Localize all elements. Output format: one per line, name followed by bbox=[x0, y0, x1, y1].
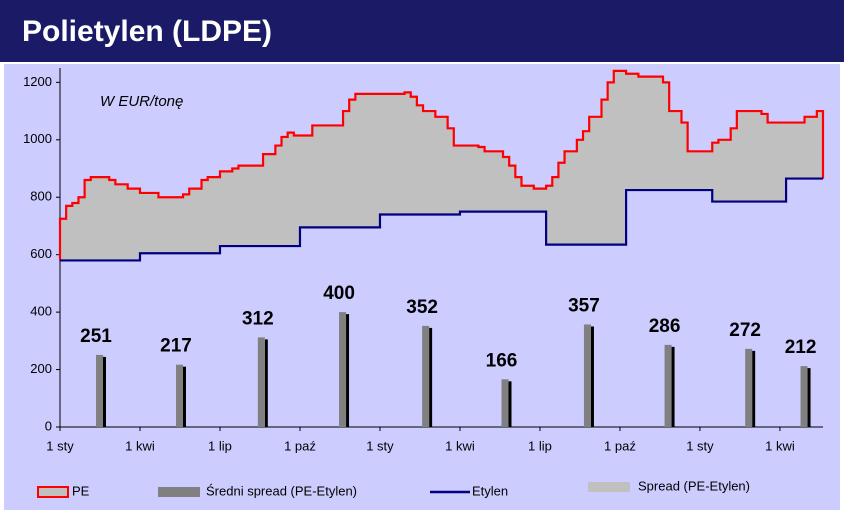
bar-shadow bbox=[429, 327, 433, 427]
bar-label: 272 bbox=[729, 320, 761, 341]
legend-label: PE bbox=[72, 483, 90, 498]
chart-title: Polietylen (LDPE) bbox=[22, 15, 272, 48]
bar bbox=[664, 344, 672, 427]
bar bbox=[95, 354, 103, 427]
x-tick-label: 1 kwi bbox=[445, 438, 475, 453]
bar-label: 217 bbox=[160, 336, 192, 357]
bar-shadow bbox=[346, 314, 350, 427]
y-tick-label: 800 bbox=[30, 189, 52, 204]
spread-area bbox=[60, 70, 823, 261]
bar-shadow bbox=[671, 346, 675, 427]
bar-shadow bbox=[182, 366, 186, 427]
bar-shadow bbox=[264, 339, 268, 427]
bar bbox=[800, 366, 808, 427]
x-tick-label: 1 kwi bbox=[125, 438, 155, 453]
bar-label: 212 bbox=[785, 337, 817, 358]
bar-shadow bbox=[590, 326, 594, 427]
bar-label: 286 bbox=[649, 316, 681, 337]
x-tick-label: 1 paź bbox=[284, 438, 316, 453]
bar bbox=[257, 337, 265, 427]
bar-label: 166 bbox=[486, 350, 518, 371]
annotation: W EUR/tonę bbox=[100, 93, 183, 110]
bar bbox=[745, 348, 753, 427]
x-tick-label: 1 kwi bbox=[765, 438, 795, 453]
bar-label: 357 bbox=[568, 295, 600, 316]
bar-label: 352 bbox=[406, 297, 438, 318]
bar-shadow bbox=[752, 350, 756, 427]
x-tick-label: 1 paź bbox=[604, 438, 636, 453]
legend-label: Etylen bbox=[472, 483, 508, 498]
x-tick-label: 1 sty bbox=[366, 438, 394, 453]
y-tick-label: 1000 bbox=[23, 131, 52, 146]
title-bar bbox=[0, 0, 844, 62]
y-tick-label: 600 bbox=[30, 246, 52, 261]
x-tick-label: 1 sty bbox=[46, 438, 74, 453]
bar bbox=[339, 312, 347, 427]
legend-label: Spread (PE-Etylen) bbox=[638, 478, 750, 493]
bar-label: 400 bbox=[323, 283, 355, 304]
legend-swatch bbox=[37, 486, 69, 498]
y-tick-label: 400 bbox=[30, 304, 52, 319]
bar bbox=[583, 324, 591, 427]
bar bbox=[175, 364, 183, 427]
bar-label: 251 bbox=[80, 326, 112, 347]
bar bbox=[422, 325, 430, 427]
legend-label: Średni spread (PE-Etylen) bbox=[206, 483, 357, 498]
x-tick-label: 1 lip bbox=[528, 438, 552, 453]
x-tick-label: 1 lip bbox=[208, 438, 232, 453]
y-tick-label: 1200 bbox=[23, 74, 52, 89]
legend-swatch bbox=[588, 482, 630, 492]
legend-swatch bbox=[158, 487, 200, 497]
bar-shadow bbox=[508, 381, 512, 427]
bar-shadow bbox=[102, 356, 106, 427]
bar-shadow bbox=[807, 368, 811, 427]
bar-label: 312 bbox=[242, 308, 274, 329]
x-tick-label: 1 sty bbox=[686, 438, 714, 453]
y-tick-label: 200 bbox=[30, 361, 52, 376]
bar bbox=[501, 379, 509, 427]
line-0 bbox=[58, 69, 825, 261]
y-tick-label: 0 bbox=[45, 418, 52, 433]
line-1 bbox=[60, 177, 823, 262]
